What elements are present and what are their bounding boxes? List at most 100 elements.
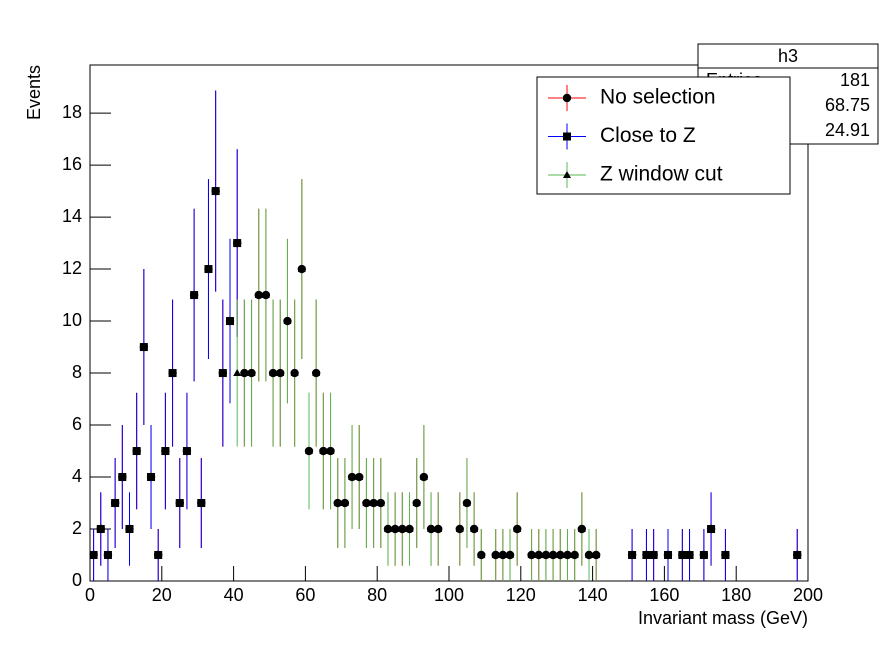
x-tick-label: 100 (434, 585, 464, 605)
marker (663, 551, 672, 560)
marker (541, 551, 550, 559)
marker (333, 499, 342, 507)
y-tick-label: 10 (62, 310, 82, 330)
marker (506, 551, 515, 559)
marker (125, 525, 134, 534)
marker (147, 473, 156, 482)
y-tick-label: 16 (62, 154, 82, 174)
marker (218, 369, 227, 378)
y-tick-label: 8 (72, 362, 82, 382)
marker (362, 499, 371, 507)
marker (491, 551, 500, 559)
marker (793, 551, 802, 560)
marker (276, 369, 285, 377)
marker (139, 343, 148, 352)
x-tick-label: 0 (85, 585, 95, 605)
x-tick-label: 60 (295, 585, 315, 605)
y-tick-label: 6 (72, 414, 82, 434)
marker (649, 551, 658, 560)
marker (570, 551, 579, 559)
marker (455, 525, 464, 533)
legend-label: Close to Z (600, 124, 696, 147)
marker (527, 551, 536, 559)
y-tick-label: 18 (62, 102, 82, 122)
y-tick-label: 14 (62, 206, 82, 226)
marker (240, 369, 249, 377)
marker (297, 265, 306, 273)
marker (513, 525, 522, 533)
legend-marker (563, 171, 571, 178)
marker (247, 369, 256, 377)
x-axis-label: Invariant mass (GeV) (638, 608, 808, 628)
marker (211, 187, 220, 196)
marker (376, 499, 385, 507)
marker (477, 551, 486, 559)
marker (261, 291, 270, 299)
marker (348, 473, 357, 481)
legend-label: No selection (600, 86, 716, 109)
x-tick-label: 200 (793, 585, 823, 605)
x-tick-label: 40 (224, 585, 244, 605)
marker (398, 525, 407, 533)
marker (577, 525, 586, 533)
marker (154, 551, 163, 560)
marker (383, 525, 392, 533)
legend-marker (562, 93, 572, 103)
marker (290, 369, 299, 377)
x-tick-label: 80 (367, 585, 387, 605)
stats-value: 68.75 (825, 95, 870, 115)
marker (391, 525, 400, 533)
marker (190, 291, 199, 300)
marker (340, 499, 349, 507)
x-tick-label: 140 (578, 585, 608, 605)
marker (699, 551, 708, 560)
marker (254, 291, 263, 299)
marker (721, 551, 730, 560)
x-tick-label: 160 (649, 585, 679, 605)
marker (427, 525, 436, 533)
marker (369, 499, 378, 507)
marker (549, 551, 558, 559)
marker (412, 499, 421, 507)
marker (226, 317, 235, 326)
marker (96, 525, 105, 534)
marker (685, 551, 694, 560)
y-tick-label: 0 (72, 570, 82, 590)
marker (204, 265, 213, 274)
x-tick-label: 20 (152, 585, 172, 605)
marker (103, 551, 112, 560)
x-tick-label: 120 (506, 585, 536, 605)
stats-value: 24.91 (825, 120, 870, 140)
marker (592, 551, 601, 559)
marker (434, 525, 443, 533)
stats-title: h3 (778, 46, 798, 66)
marker (111, 499, 120, 508)
marker (283, 317, 292, 325)
y-axis-label: Events (24, 65, 44, 120)
marker (326, 447, 335, 455)
marker (498, 551, 507, 559)
marker (118, 473, 127, 482)
marker (161, 447, 170, 456)
marker (175, 499, 184, 508)
marker (312, 369, 321, 377)
marker (319, 447, 328, 455)
marker (269, 369, 278, 377)
legend-label: Z window cut (600, 163, 723, 186)
marker (419, 473, 428, 481)
marker (642, 551, 651, 560)
marker (462, 499, 471, 507)
marker (707, 525, 716, 534)
marker (89, 551, 98, 560)
marker (233, 239, 242, 248)
marker (304, 447, 313, 455)
stats-value: 181 (840, 70, 870, 90)
legend-marker (563, 132, 571, 141)
marker (678, 551, 687, 560)
marker (556, 551, 565, 559)
marker (534, 551, 543, 559)
marker (405, 525, 414, 533)
y-tick-label: 2 (72, 518, 82, 538)
